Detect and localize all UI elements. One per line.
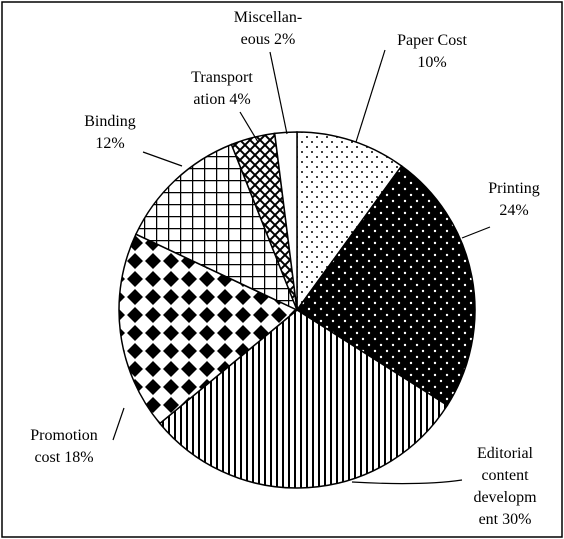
slice-label: Editorial content developm ent 30% [473,443,536,531]
leader-line [239,111,259,143]
leader-lines [112,49,491,485]
slice-label: Paper Cost 10% [397,30,467,74]
slice-label: Printing 24% [488,178,540,222]
pie-slice [118,233,299,425]
value-label: 4% [229,91,251,108]
leader-line [355,49,386,143]
leader-line [269,51,288,135]
category-label: Transport ation [191,69,253,108]
category-label: Binding [84,113,136,130]
category-label: Promotion cost [30,427,98,466]
value-label: 2% [273,31,296,48]
leader-line [461,226,491,239]
category-label: Miscellan- eous [233,9,303,48]
leader-line [142,151,183,167]
pie-slice [296,131,403,313]
pie-slice [295,164,476,407]
pie-slice [273,131,298,311]
category-label: Printing [488,180,540,197]
slice-label: Promotion cost 18% [30,425,98,469]
value-label: 18% [64,449,94,466]
value-label: 30% [502,511,532,528]
value-label: 10% [417,54,447,71]
slice-label: Binding 12% [84,111,136,155]
value-label: 24% [499,202,529,219]
value-label: 12% [95,135,125,152]
pie-slice [134,143,299,312]
pie-slice [158,309,449,489]
leader-line [351,479,463,485]
category-label: Editorial content developm ent [473,445,537,528]
category-label: Paper Cost [397,32,467,49]
leader-line [112,407,125,441]
slice-label: Miscellan- eous 2% [234,7,302,51]
slice-label: Transport ation 4% [191,67,253,111]
